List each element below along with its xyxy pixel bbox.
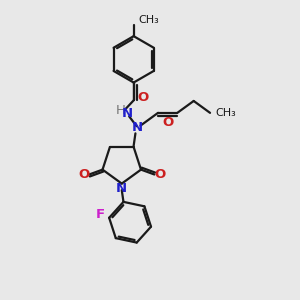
Text: N: N (121, 107, 132, 120)
Text: O: O (137, 91, 149, 104)
Text: O: O (78, 168, 89, 181)
Text: O: O (162, 116, 173, 129)
Text: F: F (96, 208, 105, 221)
Text: N: N (132, 121, 143, 134)
Text: H: H (115, 104, 125, 117)
Text: CH₃: CH₃ (215, 108, 236, 118)
Text: N: N (116, 182, 127, 195)
Text: O: O (154, 168, 165, 181)
Text: CH₃: CH₃ (138, 15, 159, 25)
